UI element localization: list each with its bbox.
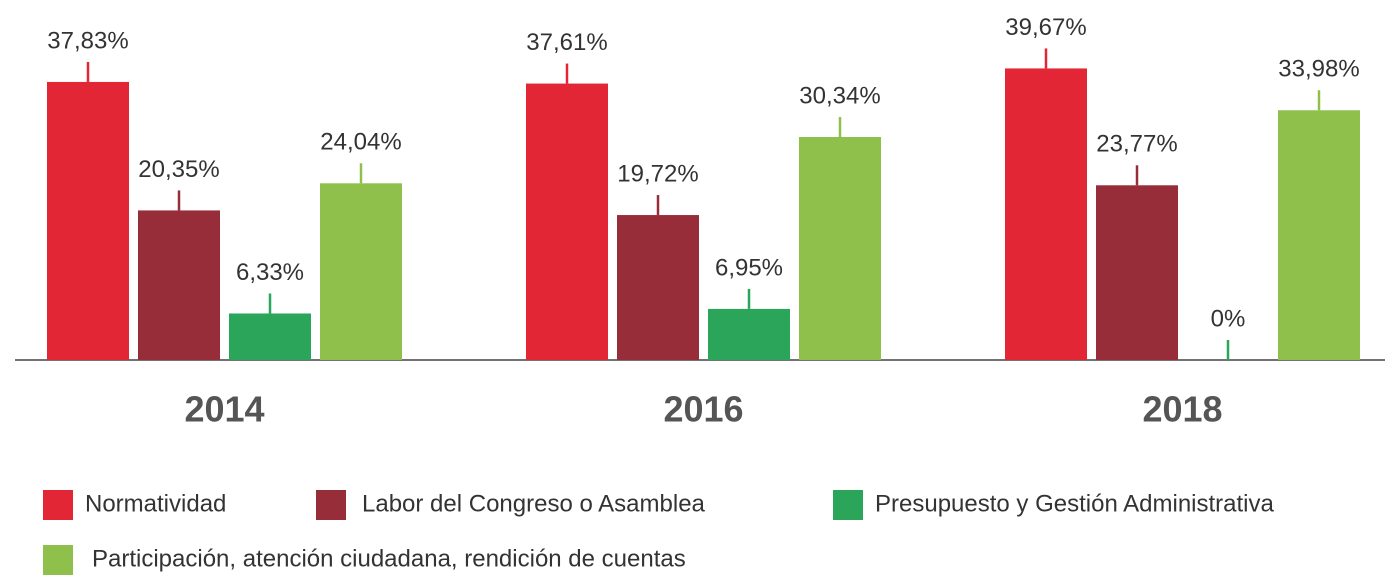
value-label: 30,34%: [799, 82, 880, 109]
legend-swatch: [43, 545, 73, 575]
category-label: 2016: [663, 389, 743, 430]
bar: [1278, 110, 1360, 360]
value-label: 19,72%: [617, 160, 698, 187]
value-label: 37,61%: [526, 29, 607, 56]
bar: [526, 83, 608, 360]
bar: [229, 313, 311, 360]
bar: [1096, 185, 1178, 360]
value-label: 37,83%: [47, 27, 128, 54]
bar: [138, 210, 220, 360]
value-label: 23,77%: [1096, 131, 1177, 158]
legend-label: Labor del Congreso o Asamblea: [362, 490, 706, 517]
legend-swatch: [833, 490, 863, 520]
value-label: 39,67%: [1005, 14, 1086, 41]
value-label: 24,04%: [320, 129, 401, 156]
legend-swatch: [43, 490, 73, 520]
legend-label: Normatividad: [85, 490, 226, 517]
value-label: 6,95%: [715, 254, 783, 281]
value-label: 20,35%: [138, 156, 219, 183]
category-label: 2018: [1142, 389, 1222, 430]
value-label: 33,98%: [1278, 56, 1359, 83]
legend-label: Participación, atención ciudadana, rendi…: [92, 545, 686, 572]
bar: [320, 183, 402, 360]
legend-label: Presupuesto y Gestión Administrativa: [875, 490, 1275, 517]
bar: [1005, 68, 1087, 360]
value-label: 6,33%: [236, 259, 304, 286]
value-label: 0%: [1211, 305, 1246, 332]
bar: [617, 215, 699, 360]
bar: [799, 137, 881, 360]
legend-swatch: [316, 490, 346, 520]
bar: [708, 308, 790, 360]
category-label: 2014: [184, 389, 264, 430]
bar: [47, 81, 129, 361]
